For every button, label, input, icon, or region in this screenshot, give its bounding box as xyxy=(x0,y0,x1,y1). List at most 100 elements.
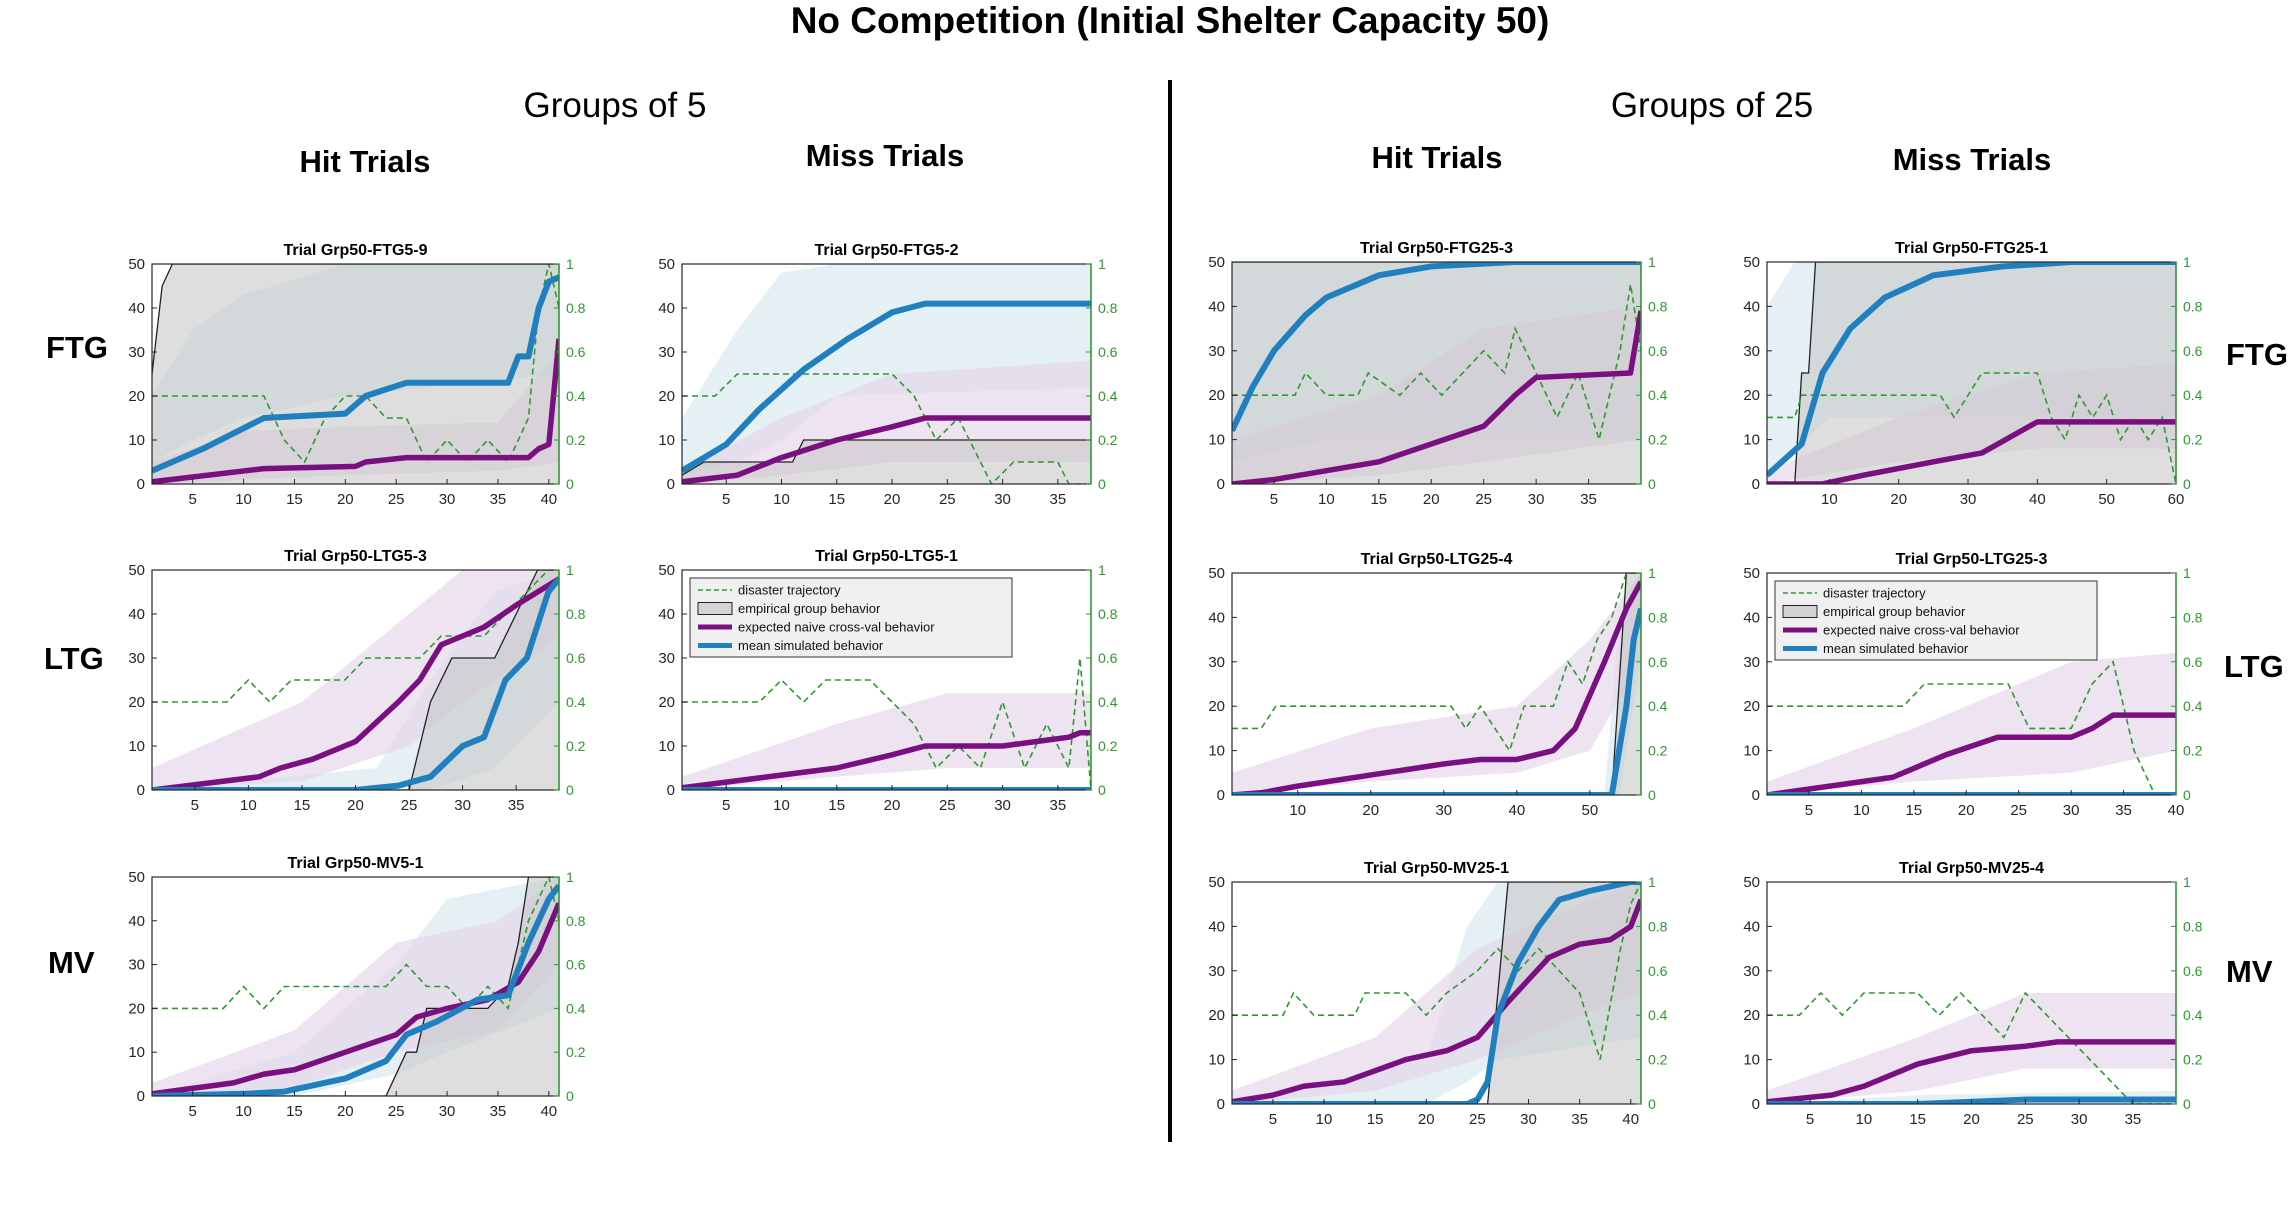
y2-tick-label: 0.4 xyxy=(2183,1007,2203,1023)
x-tick-label: 25 xyxy=(939,797,956,814)
y2-tick-label: 0.2 xyxy=(1098,738,1118,754)
y2-tick-label: 0.4 xyxy=(1098,388,1118,404)
chart-ltg25-4: Trial Grp50-LTG25-410 20 30 40 5001020304050… xyxy=(1208,551,1667,819)
y-tick-label: 20 xyxy=(658,694,675,711)
chart-mv5-1: Trial Grp50-MV5-15 10 15 20 25 30 35 4001020304… xyxy=(128,855,585,1120)
y-tick-label: 50 xyxy=(1208,874,1225,891)
x-tick-label: 20 xyxy=(1963,1111,1980,1128)
y2-tick-label: 0.2 xyxy=(2183,432,2203,448)
plot-area xyxy=(682,264,1091,484)
y-tick-label: 10 xyxy=(128,432,145,449)
x-tick-label: 10 xyxy=(1318,491,1335,508)
plot-area xyxy=(1767,991,2176,1104)
chart-ftg25-3: Trial Grp50-FTG25-35 10 15 20 25 30 3501020304… xyxy=(1208,240,1667,508)
y2-tick-label: 0.4 xyxy=(1648,1007,1668,1023)
y2-tick-label: 0.6 xyxy=(2183,963,2203,979)
x-tick-label: 5 xyxy=(1806,1111,1814,1128)
x-tick-label: 10 xyxy=(1856,1111,1873,1128)
chart-title: Trial Grp50-LTG25-3 xyxy=(1896,551,2048,568)
y-tick-label: 0 xyxy=(137,476,145,493)
x-tick-label: 40 xyxy=(1508,802,1525,819)
col-title-miss-25: Miss Trials xyxy=(1892,142,2052,177)
y2-tick-label: 0 xyxy=(1648,476,1656,492)
empirical-line xyxy=(682,439,1091,476)
y2-tick-label: 0.6 xyxy=(2183,343,2203,359)
x-tick-label: 5 xyxy=(191,797,199,814)
x-tick-label: 5 xyxy=(722,491,730,508)
naive-spread-band xyxy=(682,693,1091,790)
chart-title: Trial Grp50-FTG5-9 xyxy=(283,242,427,259)
naive-behavior-line xyxy=(152,338,559,484)
x-tick-label: 25 xyxy=(1469,1111,1486,1128)
plot-area xyxy=(682,657,1091,790)
x-tick-label: 50 xyxy=(2098,491,2115,508)
y2-tick-label: 0.2 xyxy=(566,432,586,448)
chart-ftg5-9: Trial Grp50-FTG5-95 10 15 20 25 30 35 400102030… xyxy=(128,242,585,508)
row-label-ltg-left: LTG xyxy=(44,641,104,676)
y2-tick-label: 0.8 xyxy=(2183,609,2203,625)
y-tick-label: 50 xyxy=(1208,565,1225,582)
y-tick-label: 40 xyxy=(128,606,145,623)
x-tick-label: 10 xyxy=(1853,802,1870,819)
y2-tick-label: 1 xyxy=(1098,256,1106,272)
empirical-line xyxy=(1767,262,2176,484)
chart-title: Trial Grp50-MV5-1 xyxy=(287,855,423,872)
col-title-hit-5: Hit Trials xyxy=(299,144,431,179)
col-title-hit-25: Hit Trials xyxy=(1371,140,1503,175)
x-tick-label: 15 xyxy=(828,797,845,814)
y2-tick-label: 0.6 xyxy=(1648,654,1668,670)
naive-spread-band xyxy=(1767,652,2176,795)
chart-title: Trial Grp50-MV25-1 xyxy=(1364,860,1509,877)
y2-tick-label: 0.2 xyxy=(2183,1052,2203,1068)
plot-area xyxy=(1767,652,2176,795)
y2-tick-label: 0 xyxy=(566,1088,574,1104)
y2-tick-label: 0 xyxy=(2183,476,2191,492)
row-label-ftg-left: FTG xyxy=(46,330,108,365)
y-tick-label: 10 xyxy=(658,738,675,755)
row-label-mv-left: MV xyxy=(48,945,95,980)
y-tick-label: 40 xyxy=(1208,298,1225,315)
group-title-25: Groups of 25 xyxy=(1610,86,1814,125)
y-tick-label: 0 xyxy=(1217,787,1225,804)
chart-title: Trial Grp50-FTG5-2 xyxy=(814,242,958,259)
y-tick-label: 40 xyxy=(128,913,145,930)
y2-tick-label: 0.6 xyxy=(566,344,586,360)
x-tick-label: 25 xyxy=(388,1103,405,1120)
y-tick-label: 30 xyxy=(1208,343,1225,360)
empirical-area xyxy=(1767,262,2176,484)
x-tick-label: 15 xyxy=(286,1103,303,1120)
chart-mv25-4: Trial Grp50-MV25-45 10 15 20 25 30 35010203040… xyxy=(1743,860,2202,1128)
x-tick-label: 25 xyxy=(401,797,418,814)
empirical-area xyxy=(152,877,559,1096)
y2-tick-label: 0 xyxy=(2183,1096,2191,1112)
legend-label: expected naive cross-val behavior xyxy=(1823,623,2020,638)
empirical-line xyxy=(152,264,559,375)
y2-tick-label: 1 xyxy=(566,562,574,578)
disaster-trajectory-line xyxy=(1232,284,1641,443)
x-tick-label: 40 xyxy=(540,491,557,508)
row-label-mv-right: MV xyxy=(2226,954,2273,989)
legend-swatch-empirical xyxy=(697,602,733,615)
x-tick-label: 10 xyxy=(1821,491,1838,508)
x-tick-label: 35 xyxy=(1580,491,1597,508)
chart-ltg5-3: Trial Grp50-LTG5-35 10 15 20 25 30 35010203040… xyxy=(128,548,585,814)
y-tick-label: 10 xyxy=(1208,432,1225,449)
y2-tick-label: 0 xyxy=(2183,787,2191,803)
y-tick-label: 20 xyxy=(128,388,145,405)
x-tick-label: 30 xyxy=(454,797,471,814)
disaster-trajectory-line xyxy=(1232,882,1641,1060)
legend-label: expected naive cross-val behavior xyxy=(738,620,935,635)
x-tick-label: 35 xyxy=(1049,797,1066,814)
y-tick-label: 0 xyxy=(137,1088,145,1105)
figure-title: No Competition (Initial Shelter Capacity… xyxy=(790,0,1550,41)
plot-area xyxy=(152,570,559,790)
col-title-miss-5: Miss Trials xyxy=(805,138,965,173)
chart-title: Trial Grp50-FTG25-1 xyxy=(1895,240,2048,257)
y2-tick-label: 0.8 xyxy=(1648,918,1668,934)
naive-behavior-line xyxy=(152,902,559,1096)
y-tick-label: 30 xyxy=(1208,963,1225,980)
y-tick-label: 20 xyxy=(1743,1007,1760,1024)
x-tick-label: 20 xyxy=(884,491,901,508)
legend-swatch-empirical xyxy=(1782,605,1818,618)
chart-title: Trial Grp50-LTG5-3 xyxy=(284,548,427,565)
